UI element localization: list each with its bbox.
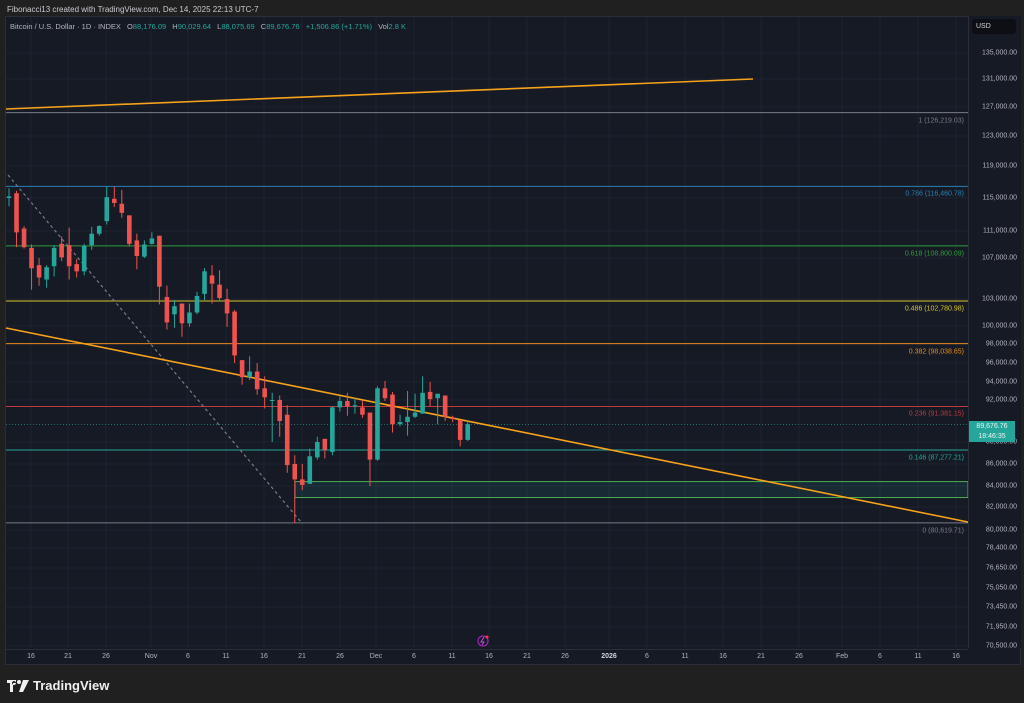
price-axis[interactable]: 135,000.00 131,000.00 127,000.00 123,000.00… — [968, 16, 1021, 650]
bar-countdown: 18:46:35 — [978, 432, 1006, 440]
time-tick: 6 — [186, 653, 190, 660]
time-tick: 16 — [260, 653, 268, 660]
price-tick: 76,650.00 — [985, 564, 1017, 572]
close-value: 89,676.76 — [266, 22, 300, 31]
fib-label-0-618: 0.618 (108,800.09) — [904, 250, 964, 258]
time-tick: 16 — [952, 653, 960, 660]
time-tick: 26 — [795, 653, 803, 660]
time-tick: 16 — [485, 653, 493, 660]
price-tick: 84,000.00 — [985, 482, 1017, 490]
time-tick: 11 — [448, 653, 456, 660]
price-tick: 78,400.00 — [985, 544, 1017, 552]
last-price-tag: 89,676.76 18:46:35 — [969, 421, 1015, 442]
chart-credit: Fibonacci13 created with TradingView.com… — [7, 5, 259, 14]
descending-trendline — [5, 327, 969, 523]
symbol-title[interactable]: Bitcoin / U.S. Dollar · 1D · INDEX — [10, 22, 121, 31]
fib-label-0: 0 (80,619.71) — [922, 527, 964, 535]
time-tick: 6 — [878, 653, 882, 660]
tv-logo-icon — [7, 679, 29, 692]
price-tick: 82,000.00 — [985, 503, 1017, 511]
price-tick: 135,000.00 — [981, 49, 1017, 57]
high-value: 90,029.64 — [177, 22, 212, 31]
time-tick: 21 — [298, 653, 306, 660]
price-tick: 92,000.00 — [985, 396, 1017, 404]
price-tick: 70,500.00 — [985, 642, 1017, 650]
time-tick: 21 — [64, 653, 72, 660]
support-zone — [294, 481, 969, 499]
time-tick: Feb — [835, 653, 849, 660]
fib-trend-line — [7, 174, 302, 523]
time-tick: 21 — [523, 653, 531, 660]
fib-label-0-786: 0.786 (116,460.78) — [905, 190, 964, 198]
fib-label-1: 1 (126,219.03) — [918, 117, 964, 125]
last-price-value: 89,676.76 — [976, 423, 1008, 430]
time-tick: Nov — [144, 653, 158, 660]
tradingview-logo: TradingView — [7, 678, 109, 693]
fib-label-0-236: 0.236 (91,381.15) — [908, 410, 964, 418]
time-tick: Dec — [369, 653, 383, 660]
price-tick: 111,000.00 — [983, 227, 1017, 235]
price-tick: 98,000.00 — [985, 340, 1017, 348]
price-tick: 86,000.00 — [985, 460, 1017, 468]
event-marker-icon — [477, 635, 489, 647]
ohlc-legend: Bitcoin / U.S. Dollar · 1D · INDEX O88,1… — [10, 22, 407, 31]
price-tick: 80,000.00 — [985, 526, 1017, 534]
time-tick: 6 — [645, 653, 649, 660]
price-tick: 103,000.00 — [981, 295, 1017, 303]
time-tick: 16 — [27, 653, 35, 660]
low-value: 88,075.69 — [221, 22, 255, 31]
time-tick: 11 — [914, 653, 922, 660]
volume-value: 2.8 K — [388, 22, 407, 31]
price-tick: 94,000.00 — [985, 378, 1017, 386]
time-tick: 26 — [102, 653, 110, 660]
time-tick: 21 — [757, 653, 765, 660]
price-tick: 127,000.00 — [981, 103, 1017, 111]
time-tick: 11 — [222, 653, 230, 660]
price-tick: 115,000.00 — [982, 194, 1017, 202]
upper-trendline — [5, 78, 754, 110]
fib-label-0-486: 0.486 (102,780.98) — [904, 305, 964, 313]
price-tick: 100,000.00 — [981, 322, 1017, 330]
fib-label-0-382: 0.382 (98,038.65) — [908, 348, 964, 356]
time-tick: 6 — [412, 653, 416, 660]
price-tick: 123,000.00 — [981, 132, 1017, 140]
price-tick: 71,950.00 — [985, 623, 1017, 631]
price-tick: 131,000.00 — [981, 75, 1017, 83]
currency-button[interactable]: USD — [972, 19, 1016, 34]
time-tick: 11 — [681, 653, 689, 660]
price-tick: 75,050.00 — [985, 584, 1017, 592]
price-tick: 88,000.00 — [985, 438, 1017, 446]
time-tick: 26 — [336, 653, 344, 660]
price-tick: 73,450.00 — [985, 603, 1017, 611]
time-tick: 26 — [561, 653, 569, 660]
time-tick: 2026 — [601, 653, 617, 660]
time-tick: 16 — [719, 653, 727, 660]
change-value: +1,506.86 (+1.71%) — [305, 22, 372, 31]
open-value: 88,176.09 — [132, 22, 167, 31]
price-tick: 107,000.00 — [981, 254, 1017, 262]
time-axis[interactable]: 16 21 26 Nov 6 11 16 21 26 Dec 6 11 16 21 26 2026 6 11 16 2… — [6, 649, 968, 664]
price-tick: 96,000.00 — [985, 359, 1017, 367]
fib-label-0-146: 0.146 (87,277.21) — [908, 454, 964, 462]
price-tick: 119,000.00 — [982, 162, 1017, 170]
chart-frame — [5, 16, 1021, 665]
